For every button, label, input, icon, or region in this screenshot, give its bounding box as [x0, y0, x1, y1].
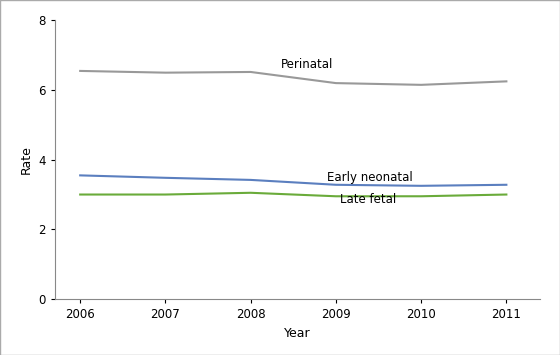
- Text: Early neonatal: Early neonatal: [328, 171, 413, 184]
- Y-axis label: Rate: Rate: [20, 145, 32, 174]
- Text: Perinatal: Perinatal: [281, 59, 333, 71]
- Text: Late fetal: Late fetal: [340, 193, 396, 206]
- X-axis label: Year: Year: [284, 327, 311, 340]
